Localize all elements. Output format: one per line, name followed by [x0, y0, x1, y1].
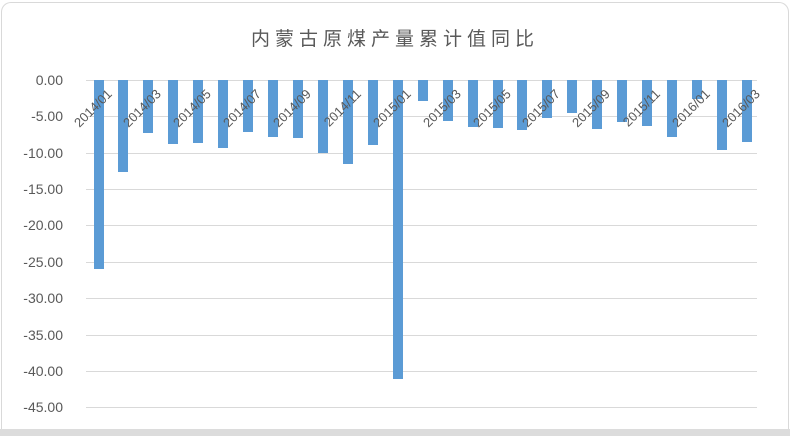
y-axis-tick-label: 0.00: [35, 72, 63, 88]
bar-2016-02: [717, 80, 727, 150]
y-axis-tick-label: -45.00: [23, 399, 63, 416]
bar-2015-03: [442, 80, 453, 121]
gridline: [86, 334, 757, 336]
bar-2014-09: [293, 80, 304, 138]
bar-2015-01: [392, 80, 403, 379]
gridline: [86, 261, 757, 263]
bar-2014-01: [93, 80, 104, 269]
bar-2015-06: [517, 80, 528, 130]
bar-2015-05: [492, 80, 503, 128]
bar-2015-02: [417, 80, 428, 101]
bar-2014-11: [342, 80, 353, 164]
bar-2014-02: [118, 80, 129, 172]
bar-2014-05: [193, 80, 204, 143]
gridline: [86, 407, 757, 409]
y-axis-tick-label: -15.00: [23, 181, 63, 198]
bar-2014-10: [317, 80, 328, 153]
y-axis-tick-label: -35.00: [23, 326, 63, 343]
bar-2014-12: [367, 80, 378, 145]
gridline: [86, 225, 757, 227]
gridline: [86, 370, 757, 372]
bar-2015-08: [567, 80, 578, 113]
y-axis-tick-label: -5.00: [31, 108, 63, 125]
y-axis-tick-label: -20.00: [23, 217, 63, 234]
bar-2014-06: [218, 80, 229, 148]
gridline: [86, 152, 757, 154]
bar-2015-09: [592, 80, 603, 129]
bar-2016-03: [741, 80, 752, 142]
y-axis-tick-label: -25.00: [23, 253, 63, 270]
gridline: [86, 116, 757, 118]
bar-2015-12: [667, 80, 678, 137]
bar-2014-03: [143, 80, 154, 133]
bar-2014-04: [168, 80, 179, 144]
bar-2015-10: [617, 80, 628, 122]
y-axis-tick-label: -10.00: [23, 144, 63, 161]
bar-2015-11: [642, 80, 653, 126]
bar-2014-07: [243, 80, 254, 132]
bottom-edge: [0, 429, 790, 436]
bar-2016-01: [692, 80, 703, 99]
y-axis-tick-label: -30.00: [23, 290, 63, 307]
gridline: [86, 189, 757, 191]
y-axis-tick-label: -40.00: [23, 362, 63, 379]
bar-2015-04: [467, 80, 478, 127]
bar-2014-08: [268, 80, 279, 137]
bar-2015-07: [542, 80, 553, 118]
gridline: [86, 298, 757, 300]
chart-title: 内蒙古原煤产量累计值同比: [250, 29, 539, 50]
